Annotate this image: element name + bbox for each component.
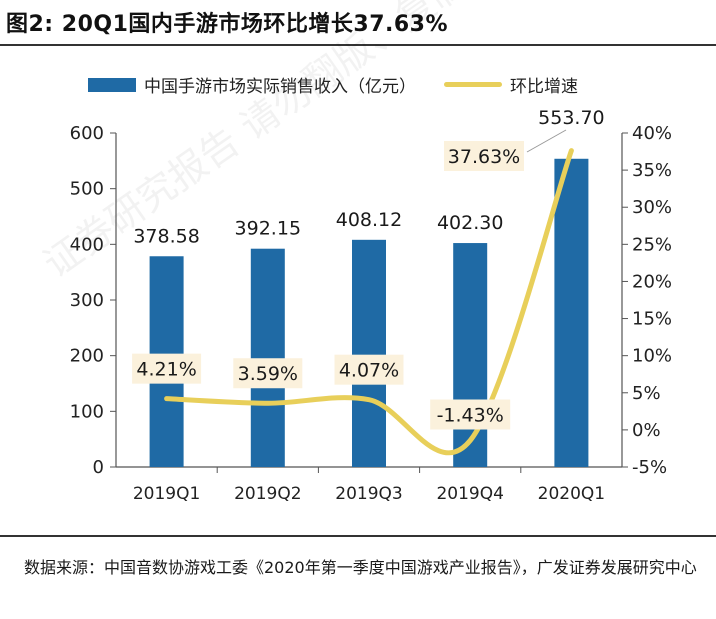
top-rule [0, 44, 716, 46]
legend-bar-label: 中国手游市场实际销售收入（亿元） [144, 77, 416, 97]
bar-value-label: 553.70 [538, 107, 604, 129]
source-note: 数据来源：中国音数协游戏工委《2020年第一季度中国游戏产业报告》，广发证券发展… [24, 558, 697, 577]
y-left-tick-label: 600 [70, 123, 104, 144]
chart-canvas: 0 100 200 300 400 500 600 -5% 0% 5% 10% 15% 20% 25% 30… [70, 107, 672, 504]
line-label-box [430, 399, 511, 430]
y-right-tick-label: -5% [632, 457, 667, 478]
bottom-rule [0, 535, 716, 537]
y-right-tick-label: 15% [632, 309, 672, 330]
x-tick-label: 2019Q2 [234, 484, 301, 504]
y-right-tick-label: 30% [632, 197, 672, 218]
x-tick-label: 2019Q4 [436, 484, 503, 504]
chart-legend: 中国手游市场实际销售收入（亿元） 环比增速 [88, 72, 596, 97]
y-right-tick-label: 40% [632, 123, 672, 144]
bar-value-label: 378.58 [133, 225, 199, 247]
legend-line-label: 环比增速 [510, 77, 578, 97]
x-tick-label: 2020Q1 [538, 484, 605, 504]
legend-line-swatch [444, 82, 502, 87]
y-right-tick-label: 0% [632, 420, 661, 441]
y-left-tick-label: 200 [70, 346, 104, 367]
bar-value-label: 402.30 [437, 212, 503, 234]
bar [250, 248, 285, 467]
bar [352, 239, 386, 467]
legend-item-bar: 中国手游市场实际销售收入（亿元） [88, 72, 416, 97]
line-value-label: 4.07% [339, 360, 399, 382]
y-right-tick-label: 10% [632, 346, 672, 367]
y-left-tick-label: 400 [70, 234, 104, 255]
y-right-tick-label: 35% [632, 160, 672, 181]
bar-value-label: 392.15 [235, 218, 301, 240]
bar [554, 158, 589, 467]
y-left-tick-label: 0 [93, 457, 104, 478]
y-right-tick-label: 20% [632, 271, 672, 292]
y-left-tick-label: 100 [70, 401, 104, 422]
line-label-box [444, 141, 524, 171]
legend-item-line: 环比增速 [444, 72, 578, 97]
y-right-tick-label: 5% [632, 383, 661, 404]
x-tick-label: 2019Q3 [335, 484, 402, 504]
y-left-tick-label: 300 [70, 290, 104, 311]
label-leader-line [526, 129, 567, 153]
bar [453, 243, 488, 467]
line-value-label: -1.43% [437, 405, 504, 427]
line-label-box [233, 358, 303, 389]
legend-bar-swatch [88, 77, 136, 92]
line-value-label: 3.59% [238, 363, 298, 385]
line-value-label: 4.21% [136, 359, 196, 381]
growth-line [164, 148, 574, 456]
line-label-box [334, 354, 404, 385]
y-right-tick-label: 25% [632, 234, 672, 255]
bar-value-label: 408.12 [336, 209, 402, 231]
line-value-label: 37.63% [448, 146, 520, 168]
x-tick-label: 2019Q1 [133, 484, 200, 504]
figure-title: 图2: 20Q1国内手游市场环比增长37.63% [6, 12, 449, 37]
line-label-box [132, 353, 202, 384]
y-left-tick-label: 500 [70, 179, 104, 200]
